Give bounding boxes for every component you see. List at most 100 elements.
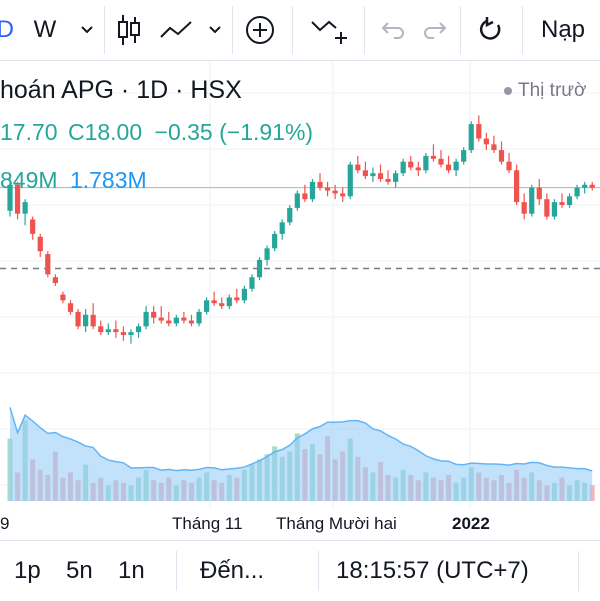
volume-legend: 849M 1.783M [0, 167, 147, 194]
candle-body [158, 317, 164, 321]
top-toolbar: D W Nạp [0, 0, 600, 61]
candle-body [521, 202, 527, 214]
candle-body [438, 158, 444, 165]
goto-date-label: Đến... [200, 557, 265, 584]
candle-body [7, 184, 13, 211]
candle-body [377, 173, 384, 179]
price-chart[interactable] [0, 61, 600, 539]
candlestick-icon[interactable] [114, 0, 144, 60]
candle-body [506, 161, 512, 171]
candle-body [514, 170, 520, 203]
candle-body [60, 294, 66, 301]
reload-icon[interactable] [476, 0, 506, 60]
candle-body [90, 314, 96, 327]
plus-circle-icon[interactable] [244, 0, 276, 60]
candle-body [37, 236, 43, 252]
candle-body [529, 187, 535, 214]
clock-label: 18:15:57 (UTC+7) [336, 557, 529, 584]
candle-body [385, 179, 391, 182]
chevron-down-icon[interactable] [76, 0, 98, 60]
candle-body [287, 207, 293, 223]
candle-body [22, 202, 28, 214]
candle-body [544, 199, 550, 217]
candle-body [324, 187, 331, 191]
candle-body [461, 150, 467, 162]
toolbar-divider [104, 6, 105, 54]
candle-body [256, 259, 263, 278]
candle-body [181, 317, 187, 321]
candle-body [98, 326, 104, 333]
candle-body [453, 161, 459, 171]
market-status[interactable]: Thị trườ [504, 80, 586, 102]
candle-body [226, 297, 232, 307]
toolbar-divider [232, 6, 233, 54]
candle-body [143, 311, 149, 327]
candle-body [219, 303, 225, 307]
candle-body [196, 311, 202, 324]
undo-icon[interactable] [378, 0, 408, 60]
symbol-title: hoán APG · 1D · HSX [0, 76, 242, 105]
candle-body [166, 320, 172, 324]
candle-body [317, 181, 323, 188]
candle-body [355, 164, 361, 171]
candle-body [75, 311, 81, 327]
symbol-title-text: hoán APG · 1D · HSX [0, 76, 242, 104]
candle-body [14, 184, 21, 214]
candle-body [589, 184, 595, 188]
indicators-icon[interactable] [308, 0, 350, 60]
x-axis-label: Tháng 11 [172, 514, 243, 533]
candle-body [408, 161, 414, 168]
x-axis-label: 9 [0, 514, 10, 533]
timezone-clock[interactable]: 18:15:57 (UTC+7) [336, 541, 529, 601]
market-status-dot-icon [504, 86, 512, 95]
candle-body [203, 300, 210, 312]
candle-body [574, 187, 580, 197]
candle-body [52, 277, 58, 283]
candle-body [559, 202, 565, 205]
candle-body [393, 173, 399, 182]
candle-body [241, 288, 247, 301]
candle-body [302, 193, 308, 200]
candle-body [332, 190, 338, 194]
candle-body [30, 219, 36, 234]
candle-body [151, 311, 157, 318]
candle-body [173, 317, 179, 324]
line-chart-icon[interactable] [158, 0, 194, 60]
candle-body [415, 167, 421, 171]
candle-body [105, 329, 111, 333]
range-1d-button[interactable]: 1p [14, 541, 41, 601]
interval-button[interactable]: D [0, 0, 14, 60]
week-interval-button[interactable]: W [30, 0, 60, 60]
candle-body [211, 300, 217, 304]
candle-body [362, 170, 368, 177]
candle-body [491, 144, 497, 151]
goto-date-button[interactable]: Đến... [200, 541, 264, 601]
close-value: C18.00 [67, 119, 143, 145]
range-1y-button[interactable]: 1n [118, 541, 145, 601]
toolbar-divider [292, 6, 293, 54]
range-5d-button[interactable]: 5n [66, 541, 93, 601]
redo-icon[interactable] [420, 0, 450, 60]
bottom-divider [318, 551, 319, 591]
ohlc-legend: 17.70 C18.00 −0.35 (−1.91%) [0, 119, 313, 146]
x-axis-label: 2022 [452, 514, 490, 533]
candle-body [188, 320, 195, 324]
chart-type-chevron-icon[interactable] [204, 0, 226, 60]
candle-body [264, 248, 270, 260]
candle-body [498, 150, 505, 162]
candle-body [423, 155, 429, 171]
candle-body [249, 277, 255, 289]
candle-body [45, 254, 51, 275]
toolbar-divider [522, 6, 523, 54]
refresh-button[interactable]: Nạp [532, 0, 594, 60]
range-5d-label: 5n [66, 557, 93, 584]
volume-ma-area [10, 407, 593, 501]
bottom-divider [578, 551, 579, 591]
candle-body [536, 187, 542, 200]
volume-ma-value: 1.783M [69, 167, 147, 193]
bottom-toolbar: 1p 5n 1n Đến... 18:15:57 (UTC+7) [0, 540, 600, 601]
candle-body [582, 184, 588, 188]
candle-body [309, 181, 316, 200]
range-1d-label: 1p [14, 557, 41, 584]
candle-body [67, 303, 74, 312]
